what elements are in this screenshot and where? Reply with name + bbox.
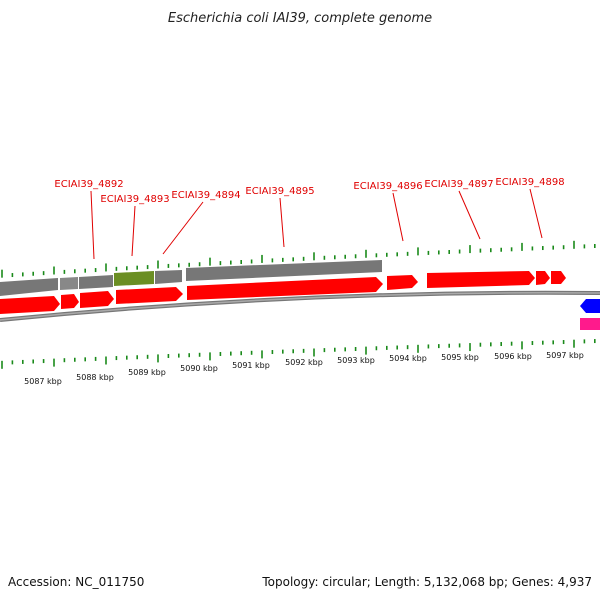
gene-label[interactable]: ECIAI39_4895 bbox=[245, 186, 314, 197]
gene-arrow[interactable] bbox=[80, 291, 114, 308]
scale-tick-label: 5095 kbp bbox=[441, 353, 479, 362]
gene-label[interactable]: ECIAI39_4894 bbox=[171, 190, 240, 201]
gene-label[interactable]: ECIAI39_4898 bbox=[495, 177, 564, 188]
gene-label-leader bbox=[162, 201, 204, 255]
scale-tick-label: 5091 kbp bbox=[232, 361, 270, 370]
gene-arrow[interactable] bbox=[536, 271, 550, 285]
gene-label-leader bbox=[529, 188, 543, 239]
gene-label[interactable]: ECIAI39_4893 bbox=[100, 194, 169, 205]
forward-genes-track bbox=[0, 271, 566, 314]
scale-tick-label: 5094 kbp bbox=[389, 354, 427, 363]
olive-segment bbox=[114, 271, 154, 286]
gray-feature-track bbox=[0, 260, 382, 296]
reverse-gene-arrow[interactable] bbox=[580, 299, 600, 313]
accession-text: Accession: NC_011750 bbox=[8, 575, 144, 589]
scale-tick-label: 5096 kbp bbox=[494, 352, 532, 361]
inner-tick-ring bbox=[1, 339, 596, 369]
gene-arrow[interactable] bbox=[551, 271, 566, 284]
scale-tick-label: 5090 kbp bbox=[180, 364, 218, 373]
gene-label[interactable]: ECIAI39_4896 bbox=[353, 181, 422, 192]
other-gene-block[interactable] bbox=[580, 318, 600, 330]
gene-label-leader bbox=[458, 190, 481, 240]
backbone-line-highlight bbox=[0, 291, 600, 321]
gene-arrow[interactable] bbox=[427, 271, 535, 288]
gene-arrow[interactable] bbox=[387, 275, 418, 290]
gray-segment-3 bbox=[79, 275, 113, 289]
gene-label-leader bbox=[90, 190, 95, 260]
gene-labels: ECIAI39_4892 ECIAI39_4893 ECIAI39_4894 E… bbox=[54, 177, 565, 260]
gray-segment-long bbox=[186, 260, 382, 281]
gene-label[interactable]: ECIAI39_4892 bbox=[54, 179, 123, 190]
scale-labels: 5087 kbp 5088 kbp 5089 kbp 5090 kbp 5091… bbox=[24, 351, 584, 386]
outer-tick-ring bbox=[1, 240, 596, 278]
gene-label-leader bbox=[131, 205, 136, 257]
scale-tick-label: 5093 kbp bbox=[337, 356, 375, 365]
scale-tick-label: 5089 kbp bbox=[128, 368, 166, 377]
gene-arrow[interactable] bbox=[61, 294, 79, 309]
genome-title: Escherichia coli IAI39, complete genome bbox=[168, 11, 432, 26]
gene-label[interactable]: ECIAI39_4897 bbox=[424, 179, 493, 190]
gene-arrow[interactable] bbox=[0, 296, 60, 314]
gene-arrow[interactable] bbox=[187, 277, 383, 300]
scale-tick-label: 5087 kbp bbox=[24, 377, 62, 386]
scale-tick-label: 5092 kbp bbox=[285, 358, 323, 367]
scale-tick-label: 5097 kbp bbox=[546, 351, 584, 360]
gray-segment-left bbox=[0, 278, 58, 296]
gene-label-leader bbox=[392, 192, 404, 242]
scale-tick-label: 5088 kbp bbox=[76, 373, 114, 382]
gene-arrow[interactable] bbox=[116, 287, 183, 304]
gray-segment-2 bbox=[60, 277, 78, 290]
gray-segment-4 bbox=[155, 270, 182, 284]
genome-summary-text: Topology: circular; Length: 5,132,068 bp… bbox=[261, 575, 592, 589]
gene-label-leader bbox=[279, 197, 285, 248]
